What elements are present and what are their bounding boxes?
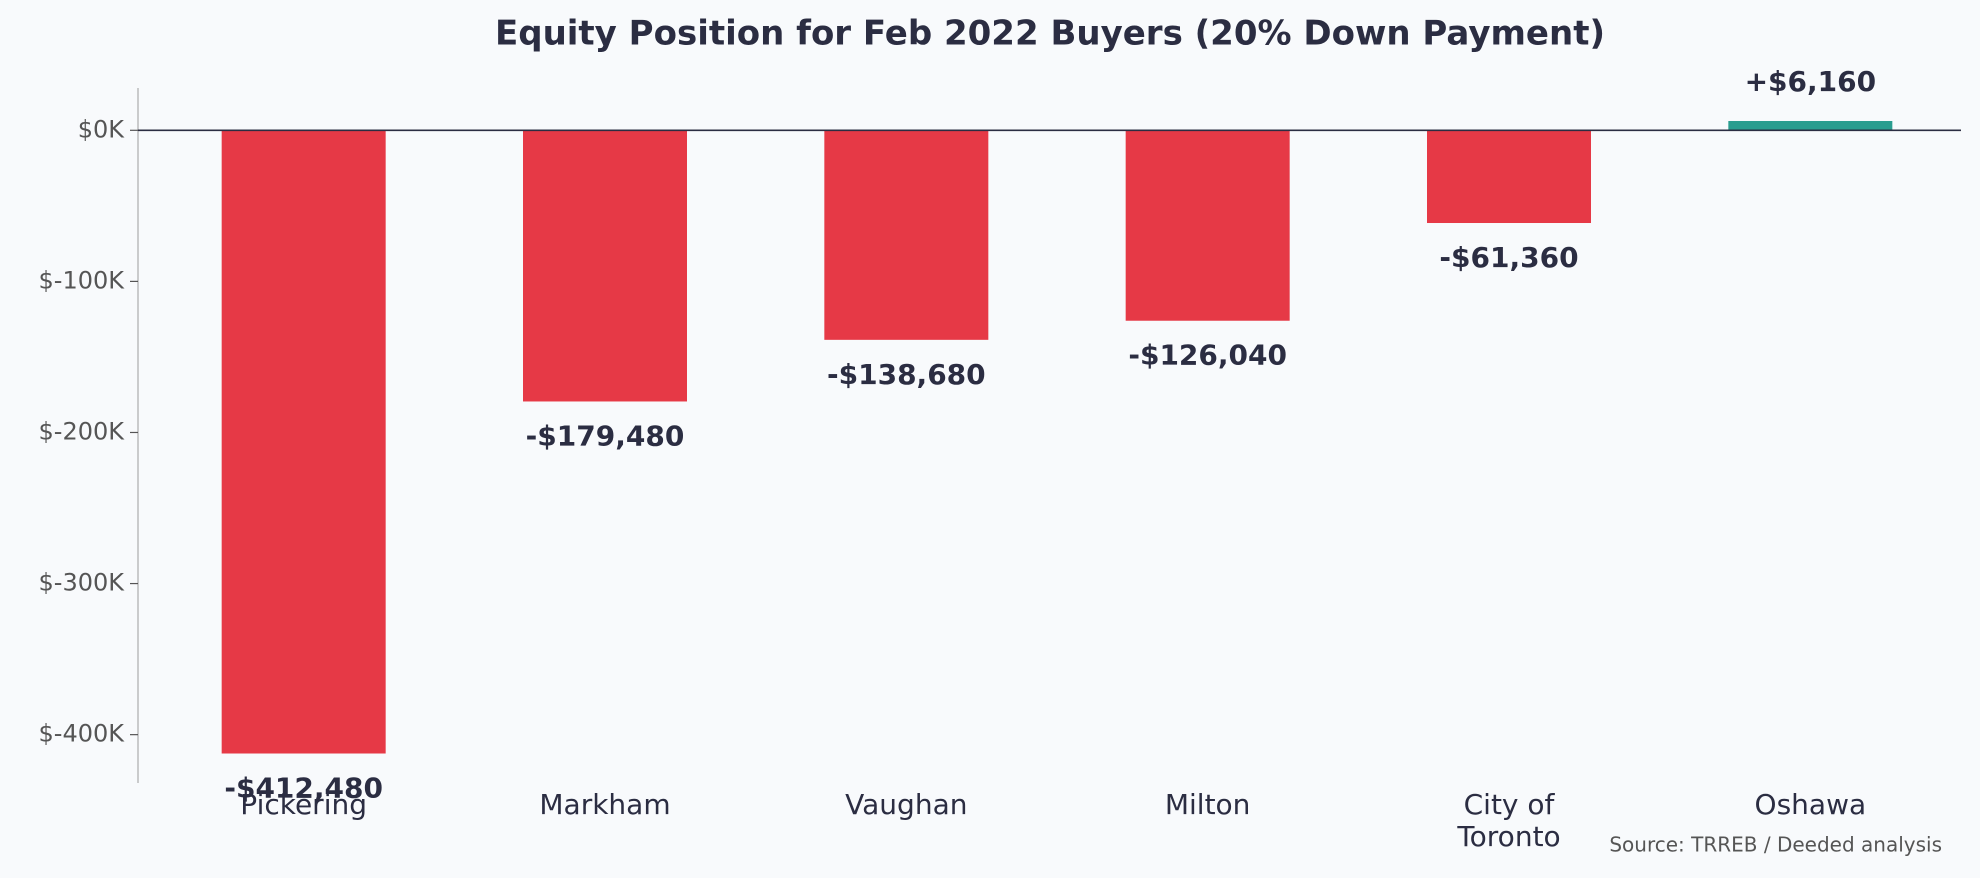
y-tick-label: $-200K (39, 417, 126, 445)
x-tick-label: City of Toronto (1457, 788, 1561, 854)
y-tick-label: $0K (78, 115, 126, 143)
bar (1427, 130, 1591, 224)
bar (221, 130, 386, 754)
bar (1728, 120, 1893, 131)
chart-title: Equity Position for Feb 2022 Buyers (20%… (495, 14, 1605, 54)
bar (1125, 130, 1290, 321)
x-tick-label: Vaughan (845, 788, 968, 821)
bar (824, 130, 989, 340)
y-tick-label: $-100K (39, 266, 126, 294)
value-label: -$138,680 (827, 358, 986, 391)
value-label: -$179,480 (526, 419, 685, 452)
value-label: -$412,480 (224, 772, 383, 805)
bar (523, 130, 687, 402)
value-label: -$61,360 (1439, 241, 1578, 274)
x-tick-label: Markham (539, 788, 671, 821)
x-tick-label: Milton (1164, 788, 1251, 821)
x-tick-label: Pickering (240, 788, 367, 821)
y-tick-label: $-400K (39, 720, 126, 748)
value-label: +$6,160 (1745, 65, 1877, 98)
value-label: -$126,040 (1128, 339, 1287, 372)
x-tick-label: Oshawa (1754, 788, 1867, 821)
y-tick-label: $-300K (39, 569, 126, 597)
source-note: Source: TRREB / Deeded analysis (1609, 833, 1942, 857)
